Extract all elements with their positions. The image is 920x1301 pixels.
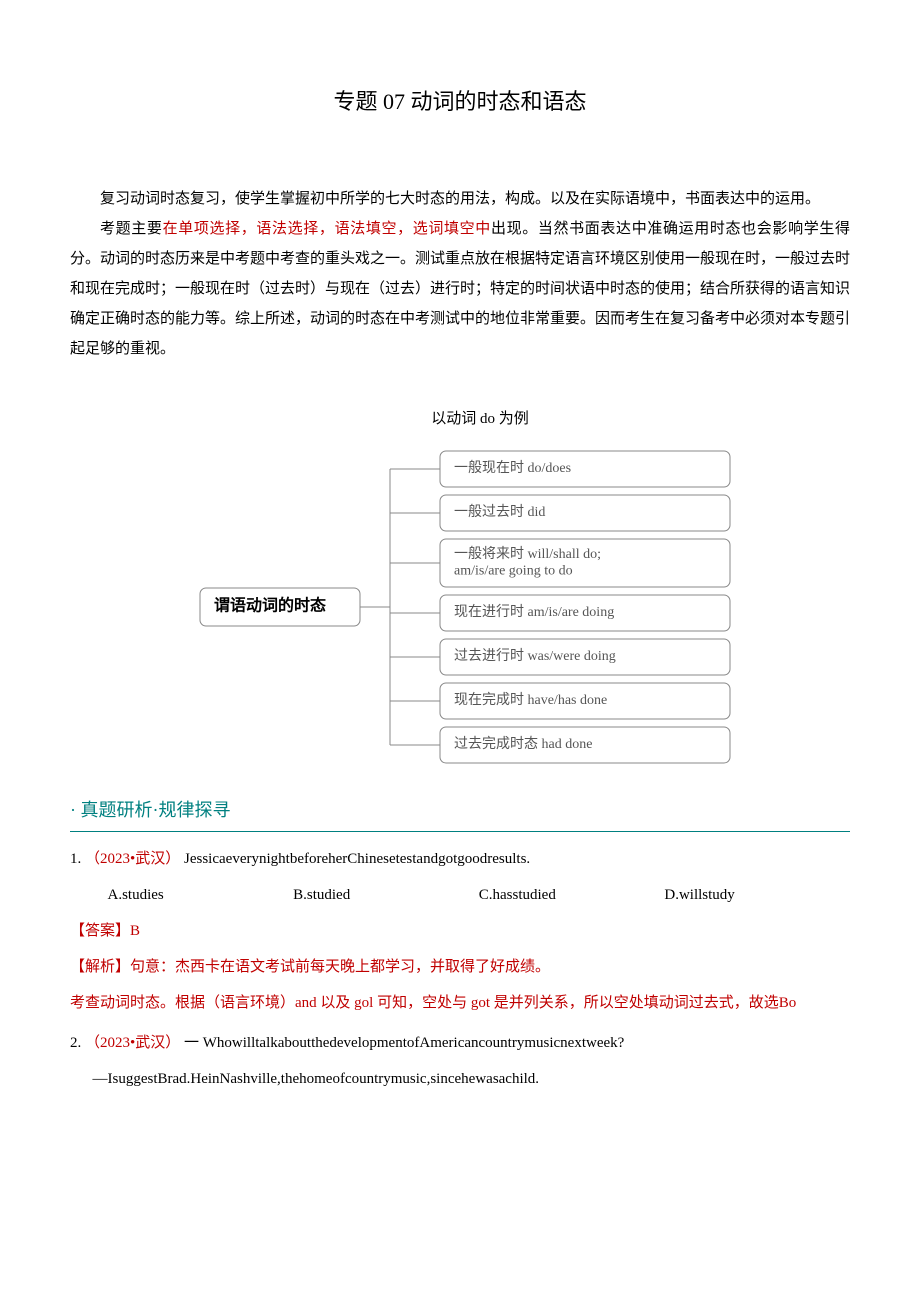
q1-option-c: C.hasstudied [479,880,665,910]
q1-options: A.studies B.studied C.hasstudied D.wills… [108,880,851,910]
q1-answer: 【答案】B [70,916,850,946]
q1-source: （2023•武汉） [85,851,180,867]
svg-text:一般现在时 do/does: 一般现在时 do/does [454,460,571,476]
intro-paragraph-1: 复习动词时态复习，使学生掌握初中所学的七大时态的用法，构成。以及在实际语境中，书… [70,184,850,214]
tense-diagram: 以动词 do 为例 谓语动词的时态一般现在时 do/does一般过去时 did一… [70,404,850,772]
intro-p2-c: 出现。当然书面表达中准确运用时态也会影响学生得分。动词的时态历来是中考题中考查的… [70,221,850,357]
diagram-caption: 以动词 do 为例 [70,404,850,434]
q2-line2: —IsuggestBrad.HeinNashville,thehomeofcou… [93,1064,851,1094]
q1-number: 1. [70,851,81,867]
q1-option-b: B.studied [293,880,479,910]
question-1: 1. （2023•武汉） JessicaeverynightbeforeherC… [70,844,850,874]
q1-option-a: A.studies [108,880,294,910]
diagram-svg: 谓语动词的时态一般现在时 do/does一般过去时 did一般将来时 will/… [180,442,740,772]
intro-p2-a: 考题主要 [100,221,163,237]
question-2: 2. （2023•武汉） 一 Whowilltalkaboutthedevelo… [70,1028,850,1058]
q1-analysis: 【解析】句意：杰西卡在语文考试前每天晚上都学习，并取得了好成绩。 考查动词时态。… [70,952,850,1018]
q2-number: 2. [70,1035,81,1051]
svg-text:现在完成时 have/has done: 现在完成时 have/has done [454,692,607,708]
svg-text:谓语动词的时态: 谓语动词的时态 [214,596,326,615]
svg-text:一般过去时 did: 一般过去时 did [454,504,545,520]
svg-text:过去进行时 was/were doing: 过去进行时 was/were doing [454,648,616,664]
svg-text:现在进行时 am/is/are doing: 现在进行时 am/is/are doing [454,604,614,620]
q1-text: JessicaeverynightbeforeherChinesetestand… [184,851,530,867]
section-header: · 真题研析·规律探寻 [70,792,850,832]
q2-source: （2023•武汉） [85,1035,180,1051]
q1-analysis-body: 考查动词时态。根据（语言环境）and 以及 gol 可知，空处与 got 是并列… [70,988,850,1018]
intro-paragraph-2: 考题主要在单项选择，语法选择，语法填空，选词填空中出现。当然书面表达中准确运用时… [70,214,850,364]
q1-option-d: D.willstudy [664,880,850,910]
intro-p2-highlight: 在单项选择，语法选择，语法填空，选词填空中 [163,221,491,237]
svg-text:过去完成时态 had done: 过去完成时态 had done [454,736,592,752]
q1-analysis-label: 【解析】句意：杰西卡在语文考试前每天晚上都学习，并取得了好成绩。 [70,952,850,982]
q2-line1: 一 WhowilltalkaboutthedevelopmentofAmeric… [184,1035,624,1051]
page-title: 专题 07 动词的时态和语态 [70,80,850,124]
